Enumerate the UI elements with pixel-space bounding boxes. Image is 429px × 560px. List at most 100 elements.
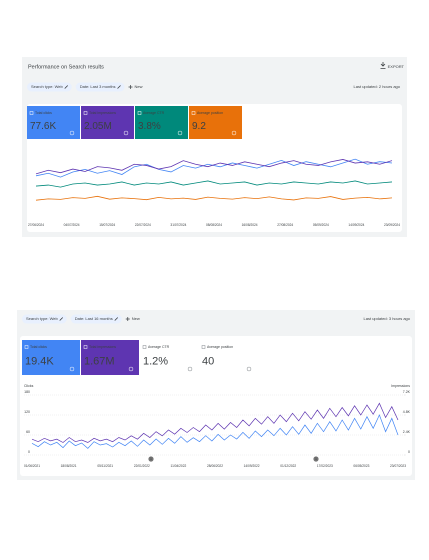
y2-tick-label: 7.2K: [403, 390, 411, 394]
edit-icon: [64, 85, 69, 89]
metric-card[interactable]: [135, 106, 188, 139]
metric-label: Average CTR: [148, 345, 170, 349]
filter-chip-label: Search type: Web: [31, 84, 63, 89]
help-icon: [231, 130, 237, 136]
last-updated: Last updated: 3 hours ago: [364, 316, 411, 321]
last-updated: Last updated: 2 hours ago: [354, 84, 401, 89]
series-line: [35, 158, 393, 178]
x-tick-label: 11/04/2022: [171, 464, 187, 468]
x-tick-label: 14/09/2024: [348, 223, 364, 227]
y-tick-label: 0: [28, 450, 30, 454]
metric-card[interactable]: [81, 106, 134, 139]
new-filter[interactable]: New: [132, 316, 140, 321]
annotation-marker[interactable]: [313, 456, 319, 462]
checkbox: [29, 111, 34, 115]
metric-value: 9.2: [192, 121, 206, 132]
plus-icon: [125, 317, 130, 321]
filter-chip[interactable]: [75, 82, 125, 92]
help-icon: [128, 366, 134, 372]
checkbox: [83, 345, 88, 349]
filter-chip-label: Date: Last 16 months: [75, 316, 113, 321]
metric-card[interactable]: [199, 340, 257, 375]
x-tick-label: 22/01/2022: [134, 464, 150, 468]
metric-value: 77.6K: [30, 121, 56, 132]
x-tick-label: 14/09/2022: [244, 464, 260, 468]
x-tick-label: 22/07/2024: [135, 223, 151, 227]
export-button[interactable]: EXPORT: [388, 64, 405, 69]
x-tick-label: 18/08/2021: [61, 464, 77, 468]
checkbox: [142, 345, 147, 349]
series-line: [35, 180, 393, 188]
x-tick-label: 23/07/2023: [390, 464, 406, 468]
help-icon: [69, 130, 75, 136]
metric-value: 40: [202, 356, 214, 368]
x-tick-label: 06/05/2023: [353, 464, 369, 468]
x-tick-label: 16/08/2024: [242, 223, 258, 227]
series-line: [35, 195, 393, 201]
metric-label: Total clicks: [35, 111, 52, 115]
x-tick-label: 27/06/2024: [28, 223, 44, 227]
x-tick-label: 01/12/2022: [280, 464, 296, 468]
metric-value: 1.67M: [84, 356, 115, 368]
checkbox: [24, 345, 29, 349]
y-tick-label: 120: [24, 410, 30, 414]
y-axis-title: Clicks: [24, 384, 34, 388]
x-tick-label: 05/11/2021: [97, 464, 113, 468]
x-tick-label: 08/08/2024: [206, 223, 222, 227]
y-tick-label: 60: [26, 430, 30, 434]
annotation-label: 1: [150, 457, 152, 461]
y2-axis-title: Impressions: [391, 384, 410, 388]
metric-card[interactable]: [22, 340, 80, 375]
x-tick-label: 15/07/2024: [99, 223, 115, 227]
x-tick-label: 31/07/2024: [170, 223, 186, 227]
metric-label: Average position: [197, 111, 223, 115]
metric-value: 3.8%: [138, 121, 161, 132]
export-icon: [380, 62, 386, 69]
metric-card[interactable]: [189, 106, 242, 139]
checkbox: [191, 111, 196, 115]
new-filter[interactable]: New: [135, 84, 143, 89]
metric-label: Average position: [207, 345, 233, 349]
edit-icon: [114, 317, 119, 321]
x-tick-label: 01/06/2021: [24, 464, 40, 468]
metric-label: Total impressions: [89, 111, 116, 115]
filter-chip[interactable]: [22, 314, 67, 324]
x-tick-label: 17/02/2023: [317, 464, 333, 468]
help-icon: [177, 130, 183, 136]
metric-card[interactable]: [140, 340, 198, 375]
plus-icon: [128, 85, 133, 89]
filter-chip-label: Date: Last 3 months: [80, 84, 116, 89]
x-tick-label: 04/07/2024: [64, 223, 80, 227]
x-tick-label: 27/08/2024: [277, 223, 293, 227]
help-icon: [69, 366, 75, 372]
help-icon: [123, 130, 129, 136]
filter-chip[interactable]: [70, 314, 122, 324]
series-line: [31, 402, 399, 443]
checkbox: [137, 111, 142, 115]
y2-tick-label: 0: [408, 450, 410, 454]
metric-card[interactable]: [81, 340, 139, 375]
metric-label: Average CTR: [143, 111, 165, 115]
filter-chip[interactable]: [27, 82, 72, 92]
x-tick-label: 05/09/2024: [313, 223, 329, 227]
y2-tick-label: 4.8K: [403, 410, 411, 414]
y2-tick-label: 2.4K: [403, 430, 411, 434]
edit-icon: [59, 317, 64, 321]
help-icon: [187, 366, 193, 372]
filter-chip-label: Search type: Web: [26, 316, 58, 321]
metric-label: Total clicks: [30, 345, 47, 349]
edit-icon: [117, 85, 121, 89]
annotation-label: 1: [315, 457, 317, 461]
x-tick-label: 23/09/2024: [384, 223, 400, 227]
metric-label: Total impressions: [89, 345, 116, 349]
metric-card[interactable]: [27, 106, 80, 139]
annotation-marker[interactable]: [148, 456, 154, 462]
metric-value: 2.05M: [84, 121, 112, 132]
panel-title: Performance on Search results: [28, 64, 104, 70]
y-tick-label: 180: [24, 390, 30, 394]
metric-value: 1.2%: [143, 356, 168, 368]
checkbox: [83, 111, 88, 115]
series-line: [35, 159, 393, 175]
